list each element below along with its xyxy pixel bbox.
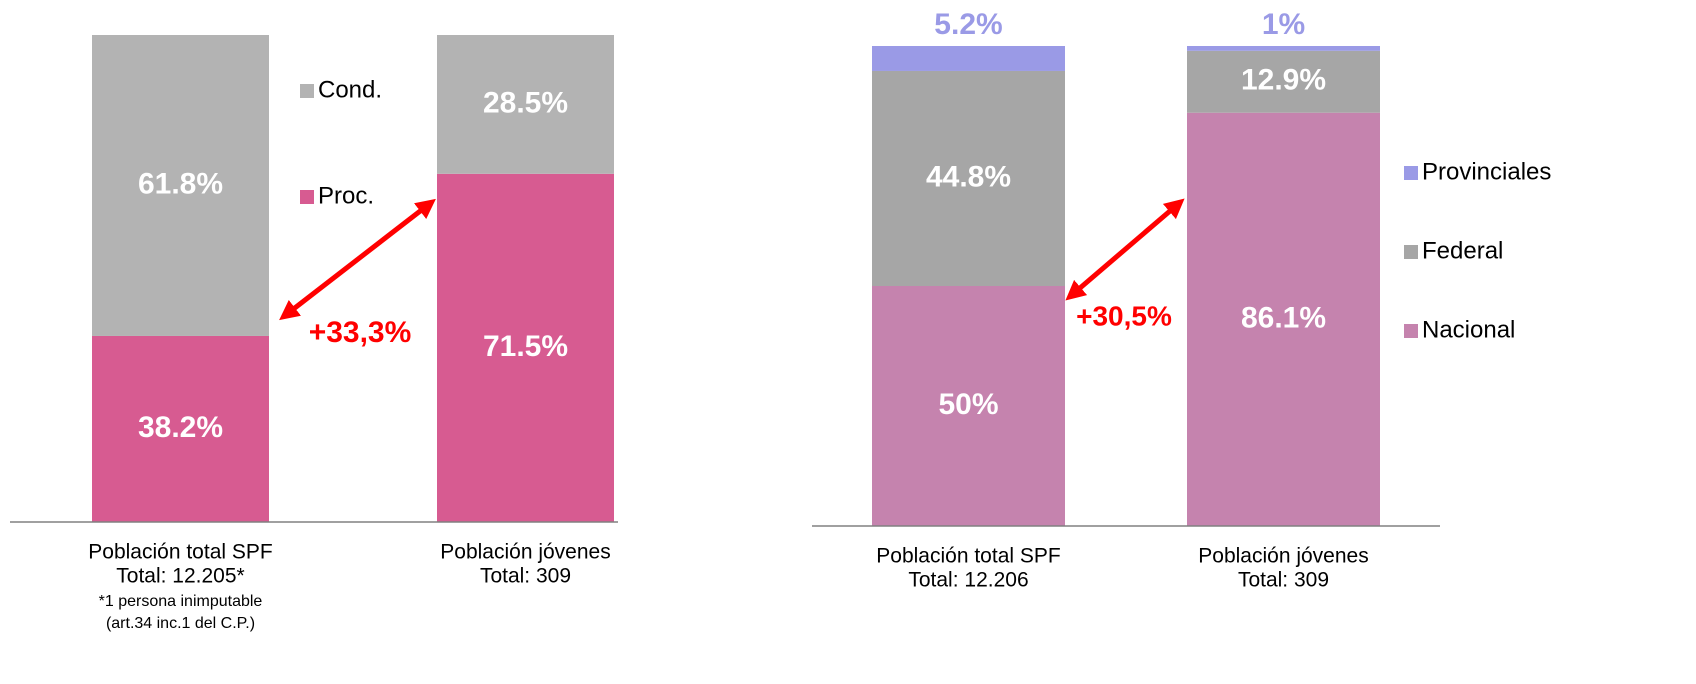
bar-segment <box>872 70 1065 287</box>
legend-swatch <box>1404 166 1418 180</box>
legend-label: Proc. <box>318 182 374 209</box>
bar-segment <box>1187 50 1380 113</box>
category-total: Total: 309 <box>1238 569 1329 592</box>
legend-label: Federal <box>1422 237 1503 264</box>
bar-segment <box>1187 46 1380 51</box>
category-total: Total: 309 <box>480 565 571 588</box>
data-label: 50% <box>938 388 998 421</box>
x-tick-label: Población jóvenes <box>440 541 610 564</box>
bar-segment <box>437 173 614 523</box>
x-tick-label: Población jóvenes <box>1198 545 1368 568</box>
data-label: 12.9% <box>1241 64 1326 97</box>
data-label: 44.8% <box>926 160 1011 193</box>
footnote: *1 persona inimputable <box>99 593 263 610</box>
footnote: (art.34 inc.1 del C.P.) <box>106 615 255 632</box>
legend-swatch <box>300 190 314 204</box>
data-label: 71.5% <box>483 330 568 363</box>
data-label: 5.2% <box>934 8 1002 41</box>
arrow <box>279 198 436 321</box>
legend-label: Cond. <box>318 76 382 103</box>
legend-swatch <box>300 84 314 98</box>
data-label: 1% <box>1262 8 1305 41</box>
legend-label: Nacional <box>1422 316 1515 343</box>
data-label: 61.8% <box>138 167 223 200</box>
bar-segment <box>872 286 1065 526</box>
bar-segment <box>92 335 269 522</box>
legend-swatch <box>1404 245 1418 259</box>
x-tick-label: Población total SPF <box>88 541 272 564</box>
bar-segment <box>92 35 269 336</box>
x-tick-label: Población total SPF <box>876 545 1060 568</box>
arrow <box>1065 198 1185 301</box>
data-label: 28.5% <box>483 86 568 119</box>
bar-segment <box>1187 112 1380 526</box>
legend-swatch <box>1404 324 1418 338</box>
bar-segment <box>872 46 1065 71</box>
category-total: Total: 12.206 <box>908 569 1028 592</box>
annotation: +33,3% <box>309 316 412 349</box>
annotation: +30,5% <box>1076 300 1172 331</box>
data-label: 86.1% <box>1241 301 1326 334</box>
data-label: 38.2% <box>138 411 223 444</box>
bar-segment <box>437 35 614 174</box>
category-total: Total: 12.205* <box>116 565 244 588</box>
legend-label: Provinciales <box>1422 158 1551 185</box>
